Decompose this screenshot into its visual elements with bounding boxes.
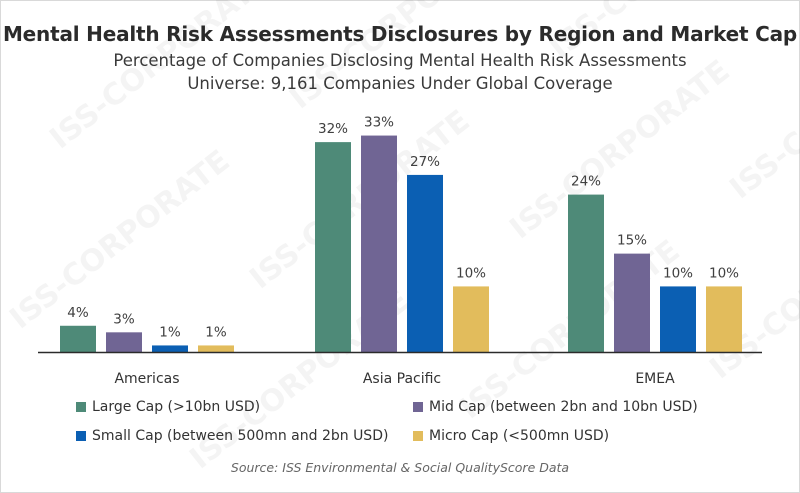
legend-item-mid-cap: Mid Cap (between 2bn and 10bn USD) bbox=[413, 399, 698, 415]
data-label: 1% bbox=[159, 324, 181, 340]
bar-asia-pacific-large bbox=[315, 142, 351, 352]
watermark-text: ISS-CORPORATE bbox=[543, 0, 776, 66]
chart-subtitle: Percentage of Companies Disclosing Menta… bbox=[113, 51, 687, 70]
chart-title: Mental Health Risk Assessments Disclosur… bbox=[2, 22, 797, 46]
legend-item-small-cap: Small Cap (between 500mn and 2bn USD) bbox=[76, 428, 388, 444]
legend-swatch-mid-cap bbox=[413, 402, 423, 412]
watermark-text: ISS-CORPORATE bbox=[283, 0, 516, 116]
data-label: 3% bbox=[113, 311, 135, 327]
watermark-text: ISS-CORPORATE bbox=[503, 53, 736, 246]
watermark-text: ISS-CORPORATE bbox=[3, 143, 236, 336]
legend-item-micro-cap: Micro Cap (<500mn USD) bbox=[413, 428, 609, 444]
data-label: 33% bbox=[364, 115, 394, 131]
bar-asia-pacific-mid bbox=[361, 135, 397, 352]
data-label: 32% bbox=[318, 121, 348, 137]
legend-label-mid-cap: Mid Cap (between 2bn and 10bn USD) bbox=[429, 399, 698, 415]
data-label: 24% bbox=[571, 174, 601, 190]
bar-emea-mid bbox=[614, 253, 650, 352]
bar-americas-mid bbox=[106, 332, 142, 352]
bar-emea-small bbox=[660, 286, 696, 352]
data-label: 10% bbox=[456, 265, 486, 281]
bar-asia-pacific-micro bbox=[453, 286, 489, 352]
watermark-text: ISS-CORPORATE bbox=[43, 0, 276, 156]
category-label: Asia Pacific bbox=[363, 371, 441, 387]
legend-label-large-cap: Large Cap (>10bn USD) bbox=[92, 399, 261, 415]
legend-label-micro-cap: Micro Cap (<500mn USD) bbox=[429, 428, 610, 444]
bar-emea-micro bbox=[706, 286, 742, 352]
watermark-text: ISS-CORPORATE bbox=[723, 13, 800, 206]
category-label: EMEA bbox=[635, 371, 675, 387]
data-label: 10% bbox=[663, 265, 693, 281]
data-label: 10% bbox=[709, 265, 739, 281]
data-label: 1% bbox=[205, 324, 227, 340]
legend: Large Cap (>10bn USD) Mid Cap (between 2… bbox=[76, 399, 756, 449]
legend-swatch-micro-cap bbox=[413, 431, 423, 441]
bar-emea-large bbox=[568, 194, 604, 352]
category-label: Americas bbox=[114, 371, 179, 387]
legend-swatch-large-cap bbox=[76, 402, 86, 412]
bar-americas-micro bbox=[198, 345, 234, 352]
bar-americas-small bbox=[152, 345, 188, 352]
data-label: 4% bbox=[67, 305, 89, 321]
data-label: 15% bbox=[617, 233, 647, 249]
chart-universe: Universe: 9,161 Companies Under Global C… bbox=[187, 74, 613, 93]
data-label: 27% bbox=[410, 154, 440, 170]
legend-item-large-cap: Large Cap (>10bn USD) bbox=[76, 399, 260, 415]
bar-asia-pacific-small bbox=[407, 174, 443, 352]
legend-swatch-small-cap bbox=[76, 431, 86, 441]
source-note: Source: ISS Environmental & Social Quali… bbox=[230, 460, 570, 475]
bar-americas-large bbox=[60, 325, 96, 352]
legend-label-small-cap: Small Cap (between 500mn and 2bn USD) bbox=[92, 428, 389, 444]
